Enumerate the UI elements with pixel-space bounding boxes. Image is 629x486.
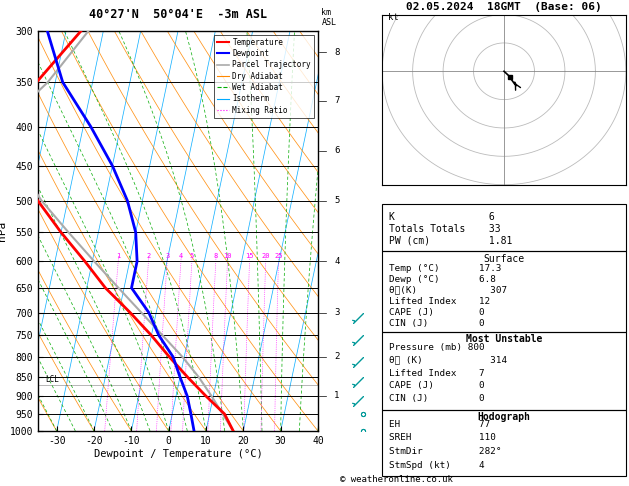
Text: K                6: K 6 bbox=[389, 212, 495, 223]
Text: 4: 4 bbox=[334, 257, 340, 266]
Text: PW (cm)          1.81: PW (cm) 1.81 bbox=[389, 236, 513, 245]
Text: 6: 6 bbox=[334, 146, 340, 155]
Text: © weatheronline.co.uk: © weatheronline.co.uk bbox=[340, 474, 453, 484]
X-axis label: Dewpoint / Temperature (°C): Dewpoint / Temperature (°C) bbox=[94, 449, 262, 459]
Legend: Temperature, Dewpoint, Parcel Trajectory, Dry Adiabat, Wet Adiabat, Isotherm, Mi: Temperature, Dewpoint, Parcel Trajectory… bbox=[214, 35, 314, 118]
Text: km
ASL: km ASL bbox=[321, 8, 337, 27]
Text: θᴄ(K)             307: θᴄ(K) 307 bbox=[389, 286, 508, 295]
Y-axis label: hPa: hPa bbox=[0, 221, 7, 241]
Text: 3: 3 bbox=[334, 308, 340, 317]
Text: 2: 2 bbox=[334, 352, 340, 362]
Text: Most Unstable: Most Unstable bbox=[466, 334, 542, 344]
Text: 8: 8 bbox=[334, 48, 340, 57]
Text: EH              77: EH 77 bbox=[389, 420, 491, 429]
Text: 2: 2 bbox=[147, 253, 150, 260]
Text: Lifted Index    12: Lifted Index 12 bbox=[389, 297, 491, 306]
Text: Totals Totals    33: Totals Totals 33 bbox=[389, 224, 501, 234]
Bar bbox=[382, 332, 626, 410]
Text: 1: 1 bbox=[334, 392, 340, 400]
Bar bbox=[382, 251, 626, 332]
Text: 7: 7 bbox=[334, 96, 340, 105]
Text: Pressure (mb) 800: Pressure (mb) 800 bbox=[389, 343, 485, 352]
Bar bbox=[382, 410, 626, 476]
Text: 40°27'N  50°04'E  -3m ASL: 40°27'N 50°04'E -3m ASL bbox=[89, 8, 267, 21]
Text: SREH            110: SREH 110 bbox=[389, 434, 496, 442]
Text: Surface: Surface bbox=[484, 254, 525, 264]
Text: 5: 5 bbox=[334, 196, 340, 205]
Text: CIN (J)         0: CIN (J) 0 bbox=[389, 394, 485, 403]
Text: CAPE (J)        0: CAPE (J) 0 bbox=[389, 382, 485, 390]
Text: kt: kt bbox=[388, 13, 399, 22]
Text: CIN (J)         0: CIN (J) 0 bbox=[389, 319, 485, 328]
Text: Hodograph: Hodograph bbox=[477, 412, 530, 422]
Text: 5: 5 bbox=[190, 253, 194, 260]
Text: 3: 3 bbox=[165, 253, 169, 260]
Text: Temp (°C)       17.3: Temp (°C) 17.3 bbox=[389, 263, 502, 273]
Text: 8: 8 bbox=[214, 253, 218, 260]
Text: 1: 1 bbox=[116, 253, 120, 260]
Text: LCL: LCL bbox=[45, 375, 59, 383]
Text: 02.05.2024  18GMT  (Base: 06): 02.05.2024 18GMT (Base: 06) bbox=[406, 2, 602, 12]
Text: θᴄ (K)            314: θᴄ (K) 314 bbox=[389, 356, 508, 365]
Text: CAPE (J)        0: CAPE (J) 0 bbox=[389, 308, 485, 317]
Text: 25: 25 bbox=[274, 253, 283, 260]
Text: StmDir          282°: StmDir 282° bbox=[389, 447, 502, 456]
Text: Dewp (°C)       6.8: Dewp (°C) 6.8 bbox=[389, 275, 496, 284]
Bar bbox=[382, 205, 626, 251]
Text: 15: 15 bbox=[245, 253, 254, 260]
Text: 10: 10 bbox=[223, 253, 232, 260]
Text: StmSpd (kt)     4: StmSpd (kt) 4 bbox=[389, 461, 485, 470]
Text: 20: 20 bbox=[262, 253, 270, 260]
Text: Lifted Index    7: Lifted Index 7 bbox=[389, 368, 485, 378]
Text: 4: 4 bbox=[179, 253, 183, 260]
